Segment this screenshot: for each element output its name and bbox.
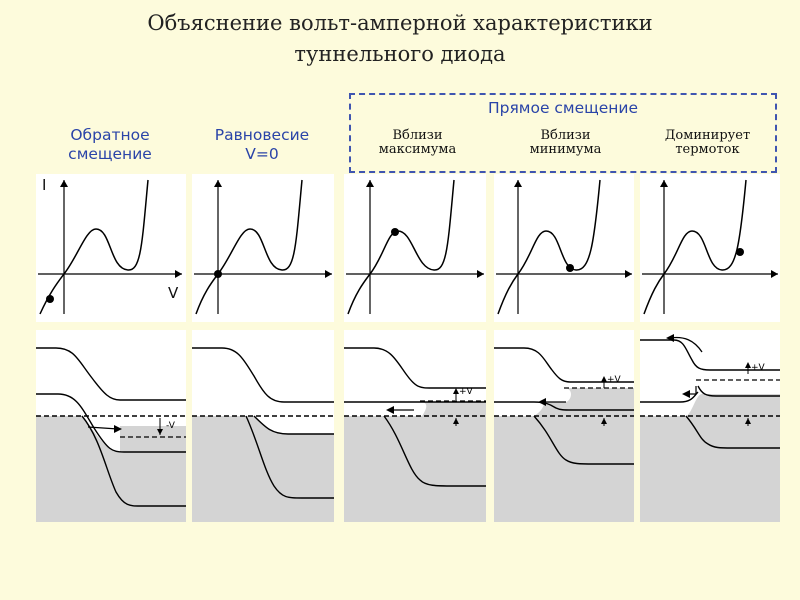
current-axis-label: I: [42, 176, 47, 194]
operating-point: [566, 264, 574, 272]
iv-panel-reverse: I V: [36, 174, 186, 322]
iv-panel-thermal: [640, 174, 780, 322]
band-panel-thermal: +V: [640, 330, 780, 522]
filled-states: [192, 416, 334, 522]
column-header-reverse-line2: смещение: [68, 145, 152, 163]
valence-band-edge: [81, 415, 186, 507]
thermal-arrow-head-icon: [666, 334, 674, 342]
bias-arrow-up-head-icon: [453, 388, 459, 394]
upper-band-edge: [640, 391, 699, 403]
filled-states: [344, 402, 486, 522]
operating-point: [736, 248, 744, 256]
tunnel-arrow-head-icon: [386, 406, 394, 414]
bias-arrow-down-head-icon: [745, 418, 751, 424]
filled-states: [494, 388, 634, 522]
iv-curve: [39, 179, 149, 315]
column-header-thermal-line2: термоток: [675, 142, 740, 157]
bias-arrow-down-head-icon: [601, 418, 607, 424]
column-header-thermal-line1: Доминирует: [664, 128, 751, 143]
bias-label: -V: [166, 421, 176, 431]
iv-panel-equilibrium: [192, 174, 334, 322]
column-header-reverse-line1: Обратное: [70, 126, 150, 144]
v-axis-arrow-icon: [771, 270, 778, 278]
forward-bias-group-box: [349, 93, 777, 173]
title-line-2: туннельного диода: [294, 42, 506, 66]
conduction-band-edge: [36, 347, 186, 401]
bias-label: +V: [751, 363, 766, 373]
column-header-reverse: Обратное смещение: [40, 126, 180, 164]
iv-curve: [497, 179, 601, 315]
bias-arrow-up-head-icon: [745, 362, 751, 368]
column-header-thermal: Доминирует термоток: [635, 129, 780, 157]
valence-band-edge: [383, 415, 486, 487]
iv-curve: [643, 179, 747, 315]
filled-states: [640, 394, 780, 522]
i-axis-arrow-icon: [366, 180, 374, 187]
tunnel-arrow-head-icon: [538, 398, 546, 406]
operating-point: [391, 228, 399, 236]
v-axis-arrow-icon: [625, 270, 632, 278]
i-axis-arrow-icon: [514, 180, 522, 187]
conduction-band-edge: [192, 347, 334, 403]
bias-label: +V: [459, 387, 474, 397]
i-axis-arrow-icon: [214, 180, 222, 187]
bias-arrow-up-head-icon: [601, 376, 607, 382]
tunnel-arrow-head-icon: [682, 390, 690, 398]
valence-band-edge: [533, 415, 634, 465]
v-axis-arrow-icon: [325, 270, 332, 278]
column-header-near-min-line1: Вблизи: [540, 128, 591, 143]
band-panel-near-max: +V: [344, 330, 486, 522]
column-header-near-min-line2: минимума: [529, 142, 602, 157]
bias-arrow-head-icon: [157, 429, 163, 435]
i-axis-arrow-icon: [660, 180, 668, 187]
voltage-axis-label: V: [168, 284, 179, 302]
v-axis-arrow-icon: [175, 270, 182, 278]
page-title: Объяснение вольт-амперной характеристики…: [0, 8, 800, 70]
column-header-equilibrium-line1: Равновесие: [214, 126, 310, 144]
column-header-near-max: Вблизи максимума: [345, 129, 490, 157]
valence-band-edge: [685, 415, 780, 449]
conduction-band-edge: [494, 347, 634, 383]
forward-bias-header: Прямое смещение: [487, 99, 639, 117]
column-header-equilibrium-line2: V=0: [245, 145, 279, 163]
iv-panel-near-max: [344, 174, 486, 322]
upper-band-edge-right: [697, 385, 780, 397]
column-header-near-max-line2: максимума: [378, 142, 457, 157]
column-header-equilibrium: Равновесие V=0: [192, 126, 332, 164]
operating-point: [214, 270, 222, 278]
title-line-1: Объяснение вольт-амперной характеристики: [147, 11, 653, 35]
iv-curve: [347, 179, 455, 315]
band-panel-near-min: +V: [494, 330, 634, 522]
upper-band-edge: [253, 415, 334, 435]
i-axis-arrow-icon: [60, 180, 68, 187]
filled-states: [36, 416, 186, 522]
operating-point: [46, 295, 54, 303]
band-panel-equilibrium: [192, 330, 334, 522]
band-panel-reverse: -V: [36, 330, 186, 522]
conduction-band-edge: [344, 347, 486, 389]
tunnel-arrow-head-icon: [114, 425, 122, 433]
iv-curve: [195, 179, 303, 315]
column-header-near-min: Вблизи минимума: [493, 129, 638, 157]
column-header-near-max-line1: Вблизи: [392, 128, 443, 143]
tunnel-arrow: [87, 426, 119, 430]
iv-panel-near-min: [494, 174, 634, 322]
conduction-band-edge: [640, 339, 780, 371]
bias-arrow-down-head-icon: [453, 418, 459, 424]
v-axis-arrow-icon: [477, 270, 484, 278]
bias-label: +V: [607, 375, 622, 385]
valence-band-edge: [245, 415, 334, 499]
